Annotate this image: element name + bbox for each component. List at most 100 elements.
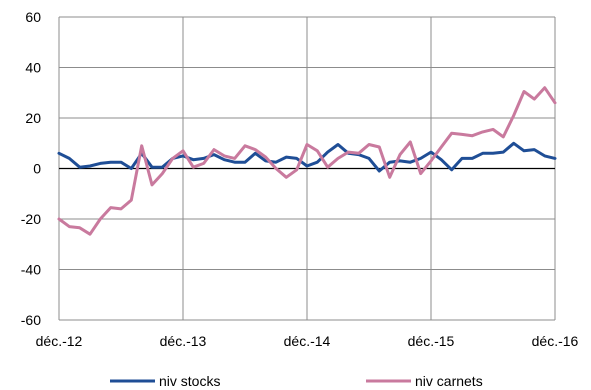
data-point (533, 148, 536, 151)
data-point (109, 161, 112, 164)
data-point (58, 152, 61, 155)
data-point (213, 148, 216, 151)
data-point (254, 148, 257, 151)
legend: niv stocks niv carnets (110, 373, 483, 389)
data-point (316, 149, 319, 152)
data-point (409, 140, 412, 143)
data-point (275, 167, 278, 170)
data-point (378, 146, 381, 149)
data-point (347, 151, 350, 154)
data-point (502, 135, 505, 138)
data-point (151, 166, 154, 169)
data-point (430, 151, 433, 154)
data-point (471, 157, 474, 160)
data-point (233, 157, 236, 160)
data-point (512, 114, 515, 117)
data-point (285, 176, 288, 179)
data-point (409, 161, 412, 164)
x-tick-label: déc.-16 (532, 333, 579, 349)
data-point (99, 162, 102, 165)
data-point (58, 218, 61, 221)
data-point (523, 90, 526, 93)
data-point (254, 152, 257, 155)
data-point (461, 157, 464, 160)
data-point (357, 152, 360, 155)
y-tick-labels: -60 -40 -20 0 20 40 60 (21, 9, 41, 328)
data-point (326, 166, 329, 169)
data-point (543, 154, 546, 157)
data-point (213, 153, 216, 156)
data-point (512, 142, 515, 145)
data-point (161, 172, 164, 175)
data-point (492, 152, 495, 155)
series-niv-carnets (57, 86, 557, 236)
data-point (78, 226, 81, 229)
data-point (306, 143, 309, 146)
data-point (450, 168, 453, 171)
data-point (326, 151, 329, 154)
data-point (430, 159, 433, 162)
data-point (68, 225, 71, 228)
data-point (275, 161, 278, 164)
series-lines (57, 86, 557, 236)
data-point (182, 149, 185, 152)
data-point (192, 166, 195, 169)
data-point (89, 164, 92, 167)
data-point (554, 101, 557, 104)
y-tick-label: -40 (21, 262, 41, 278)
x-tick-label: déc.-15 (408, 333, 455, 349)
y-tick-label: 0 (33, 161, 41, 177)
x-tick-label: déc.-14 (284, 333, 331, 349)
data-point (554, 157, 557, 160)
data-point (419, 172, 422, 175)
data-point (337, 157, 340, 160)
data-point (295, 157, 298, 160)
data-point (140, 144, 143, 147)
legend-label: niv carnets (415, 373, 483, 389)
data-point (223, 158, 226, 161)
data-point (388, 176, 391, 179)
data-point (78, 166, 81, 169)
data-point (109, 206, 112, 209)
data-point (120, 161, 123, 164)
data-point (306, 164, 309, 167)
y-tick-label: 20 (25, 110, 41, 126)
data-point (461, 133, 464, 136)
data-point (440, 158, 443, 161)
data-point (264, 156, 267, 159)
data-point (285, 156, 288, 159)
data-point (89, 233, 92, 236)
x-tick-label: déc.-13 (160, 333, 207, 349)
data-point (440, 146, 443, 149)
y-tick-label: 40 (25, 60, 41, 76)
data-point (120, 207, 123, 210)
data-point (244, 144, 247, 147)
data-point (202, 162, 205, 165)
data-point (502, 151, 505, 154)
data-point (481, 130, 484, 133)
data-point (99, 218, 102, 221)
x-tick-labels: déc.-12 déc.-13 déc.-14 déc.-15 déc.-16 (36, 333, 579, 349)
data-point (295, 168, 298, 171)
series-line (57, 86, 557, 236)
data-point (543, 86, 546, 89)
data-point (161, 166, 164, 169)
data-point (388, 161, 391, 164)
data-point (471, 134, 474, 137)
data-point (337, 143, 340, 146)
data-point (244, 161, 247, 164)
data-point (368, 143, 371, 146)
data-point (130, 167, 133, 170)
y-tick-label: -20 (21, 211, 41, 227)
data-point (130, 199, 133, 202)
data-point (316, 161, 319, 164)
data-point (419, 157, 422, 160)
data-point (202, 157, 205, 160)
data-point (533, 98, 536, 101)
data-point (171, 157, 174, 160)
data-point (223, 154, 226, 157)
data-point (450, 132, 453, 135)
data-point (151, 183, 154, 186)
data-point (368, 157, 371, 160)
